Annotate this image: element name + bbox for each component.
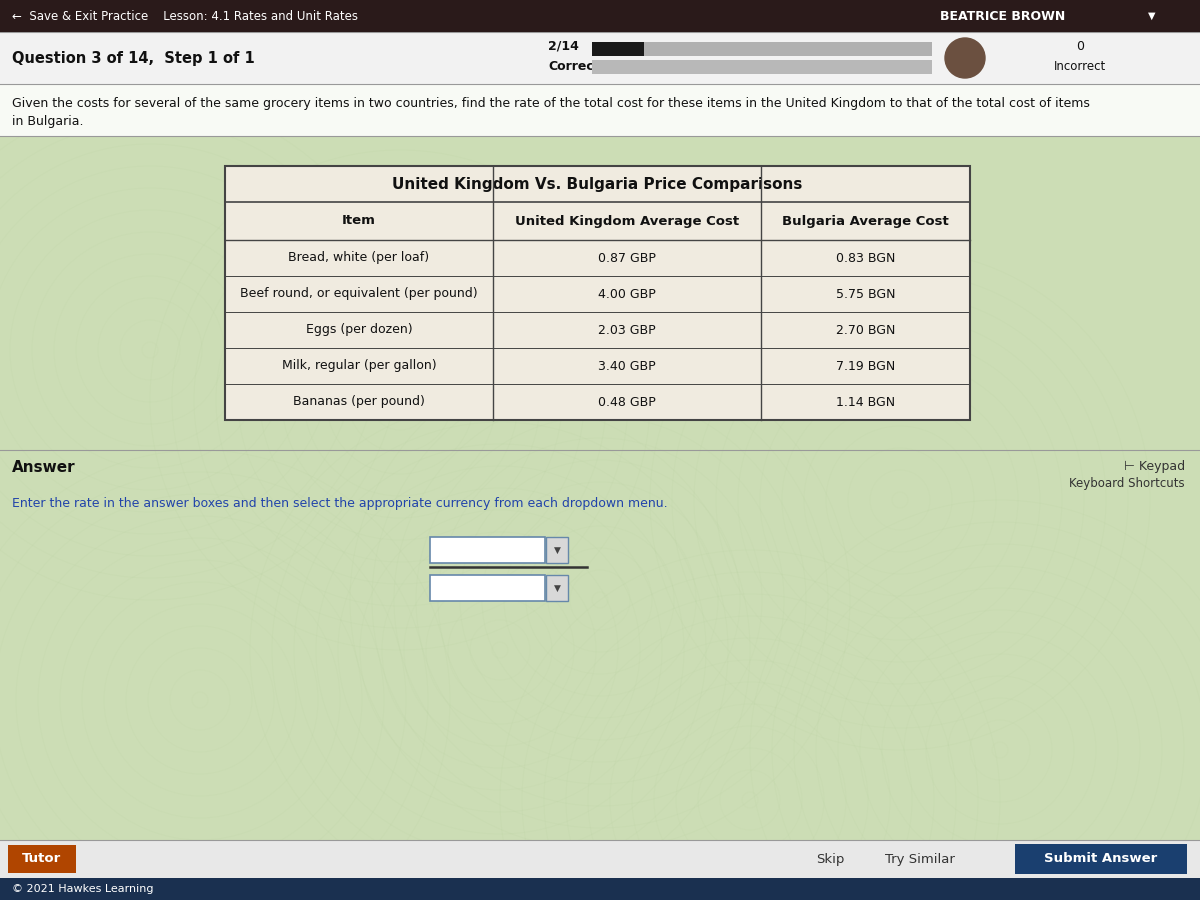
Bar	[430, 575, 545, 601]
Text: 2.70 BGN: 2.70 BGN	[836, 323, 895, 337]
Text: 7.19 BGN: 7.19 BGN	[836, 359, 895, 373]
Text: Submit Answer: Submit Answer	[1044, 852, 1158, 866]
Text: 0.87 GBP: 0.87 GBP	[598, 251, 656, 265]
Text: Milk, regular (per gallon): Milk, regular (per gallon)	[282, 359, 437, 373]
Text: Skip: Skip	[816, 852, 844, 866]
Text: Tutor: Tutor	[23, 852, 61, 866]
Text: Keyboard Shortcuts: Keyboard Shortcuts	[1069, 477, 1186, 490]
Text: Bread, white (per loaf): Bread, white (per loaf)	[288, 251, 430, 265]
Text: ▼: ▼	[553, 583, 560, 592]
Text: 0.83 BGN: 0.83 BGN	[836, 251, 895, 265]
Text: Eggs (per dozen): Eggs (per dozen)	[306, 323, 413, 337]
Circle shape	[946, 38, 985, 78]
Bar	[0, 32, 1200, 84]
Bar	[592, 60, 932, 74]
Text: Answer: Answer	[12, 460, 76, 475]
Text: United Kingdom Average Cost: United Kingdom Average Cost	[515, 214, 739, 228]
Text: Try Similar: Try Similar	[886, 852, 955, 866]
Text: in Bulgaria.: in Bulgaria.	[12, 115, 84, 128]
Text: Beef round, or equivalent (per pound): Beef round, or equivalent (per pound)	[240, 287, 478, 301]
Bar	[0, 84, 1200, 136]
Text: Bulgaria Average Cost: Bulgaria Average Cost	[782, 214, 949, 228]
Text: Bananas (per pound): Bananas (per pound)	[293, 395, 425, 409]
Text: 0.48 GBP: 0.48 GBP	[598, 395, 656, 409]
Bar	[226, 166, 970, 420]
Bar	[8, 845, 76, 873]
Text: ▼: ▼	[553, 545, 560, 554]
Text: Item: Item	[342, 214, 376, 228]
Text: BEATRICE BROWN: BEATRICE BROWN	[940, 10, 1066, 22]
Text: 5.75 BGN: 5.75 BGN	[835, 287, 895, 301]
Text: Incorrect: Incorrect	[1054, 60, 1106, 74]
Text: Given the costs for several of the same grocery items in two countries, find the: Given the costs for several of the same …	[12, 97, 1090, 110]
Bar	[546, 575, 568, 601]
Text: Correct: Correct	[548, 60, 600, 74]
Bar	[592, 42, 644, 56]
Text: 2.03 GBP: 2.03 GBP	[598, 323, 656, 337]
Text: ⊢ Keypad: ⊢ Keypad	[1124, 460, 1186, 473]
Text: 4.00 GBP: 4.00 GBP	[598, 287, 656, 301]
Text: ←  Save & Exit Practice    Lesson: 4.1 Rates and Unit Rates: ← Save & Exit Practice Lesson: 4.1 Rates…	[12, 10, 358, 22]
Bar	[1015, 844, 1187, 874]
Text: ▼: ▼	[1148, 11, 1156, 21]
Text: United Kingdom Vs. Bulgaria Price Comparisons: United Kingdom Vs. Bulgaria Price Compar…	[392, 176, 803, 192]
Text: Enter the rate in the answer boxes and then select the appropriate currency from: Enter the rate in the answer boxes and t…	[12, 497, 667, 510]
Text: Question 3 of 14,  Step 1 of 1: Question 3 of 14, Step 1 of 1	[12, 50, 254, 66]
Text: 3.40 GBP: 3.40 GBP	[598, 359, 656, 373]
Bar	[0, 840, 1200, 878]
Bar	[430, 537, 545, 563]
Bar	[0, 0, 1200, 32]
Text: 1.14 BGN: 1.14 BGN	[836, 395, 895, 409]
Bar	[592, 42, 932, 56]
Bar	[0, 878, 1200, 900]
Text: 2/14: 2/14	[548, 40, 578, 52]
Text: © 2021 Hawkes Learning: © 2021 Hawkes Learning	[12, 884, 154, 894]
Text: 0: 0	[1076, 40, 1084, 52]
Bar	[546, 537, 568, 563]
